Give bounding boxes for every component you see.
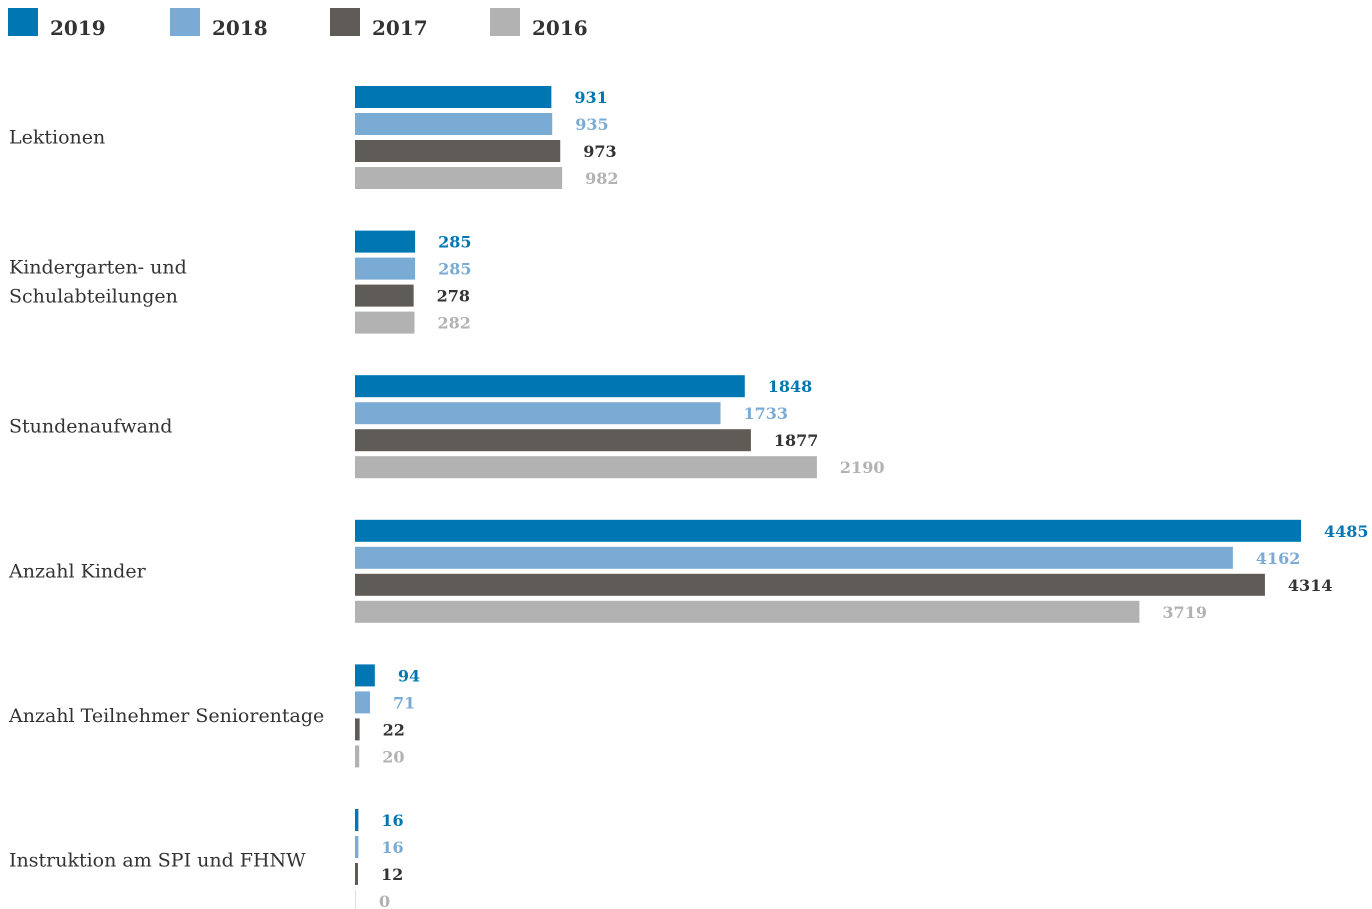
bar-2019 xyxy=(355,809,359,831)
legend-item-2019: 2019 xyxy=(8,8,106,40)
bar-2018 xyxy=(355,402,721,425)
value-label: 1877 xyxy=(774,431,819,450)
legend-label: 2019 xyxy=(50,16,106,40)
bar-2016 xyxy=(355,890,356,909)
value-label: 285 xyxy=(438,260,471,279)
bar-2018 xyxy=(355,836,359,858)
value-label: 4485 xyxy=(1324,522,1369,541)
bar-2018 xyxy=(355,113,553,135)
value-label: 282 xyxy=(437,314,470,333)
value-label: 71 xyxy=(393,693,415,712)
category-label: Anzahl Kinder xyxy=(8,560,147,582)
legend-swatch xyxy=(330,8,360,36)
bar-2016 xyxy=(355,311,415,334)
bar-2018 xyxy=(355,257,416,280)
category-label: Anzahl Teilnehmer Seniorentage xyxy=(8,705,324,727)
bar-2018 xyxy=(355,546,1233,569)
category-label: Lektionen xyxy=(9,127,105,149)
bar-2016 xyxy=(355,456,817,479)
bar-2019 xyxy=(355,519,1301,542)
value-label: 94 xyxy=(398,666,420,685)
value-label: 1848 xyxy=(768,377,813,396)
legend-swatch xyxy=(490,8,520,36)
value-label: 22 xyxy=(383,720,405,739)
value-label: 2190 xyxy=(840,458,885,477)
legend-item-2016: 2016 xyxy=(490,8,588,40)
bar-2016 xyxy=(355,745,360,768)
bar-2017 xyxy=(355,140,561,162)
category-label: Instruktion am SPI und FHNW xyxy=(9,850,306,872)
value-label: 20 xyxy=(382,747,404,766)
legend-label: 2017 xyxy=(372,16,428,40)
value-label: 278 xyxy=(437,287,470,306)
bar-2019 xyxy=(355,86,552,108)
value-label: 16 xyxy=(381,838,403,857)
value-label: 16 xyxy=(381,811,403,830)
bar-2018 xyxy=(355,691,370,714)
bar-2017 xyxy=(355,429,751,452)
bar-2017 xyxy=(355,863,358,885)
value-label: 0 xyxy=(379,892,390,909)
bar-2017 xyxy=(355,718,360,741)
legend-swatch xyxy=(8,8,38,36)
legend-label: 2016 xyxy=(532,16,588,40)
value-label: 4162 xyxy=(1256,549,1301,568)
bar-2019 xyxy=(355,664,375,687)
value-label: 931 xyxy=(574,88,607,107)
chart-legend: 2019 2018 2017 2016 xyxy=(0,0,1372,60)
value-label: 1733 xyxy=(744,404,789,423)
value-label: 982 xyxy=(585,169,618,188)
value-label: 12 xyxy=(381,865,403,884)
legend-item-2017: 2017 xyxy=(330,8,428,40)
bar-2019 xyxy=(355,375,745,398)
bar-2016 xyxy=(355,167,563,189)
bar-2016 xyxy=(355,600,1140,623)
category-label: Stundenaufwand xyxy=(9,416,172,438)
value-label: 973 xyxy=(583,142,616,161)
value-label: 935 xyxy=(575,115,608,134)
value-label: 285 xyxy=(438,233,471,252)
value-label: 4314 xyxy=(1288,576,1333,595)
value-label: 3719 xyxy=(1162,603,1207,622)
bar-2017 xyxy=(355,284,414,307)
bar-2017 xyxy=(355,573,1265,596)
legend-swatch xyxy=(170,8,200,36)
category-label: Kindergarten- und Schulabteilungen xyxy=(9,257,187,308)
legend-item-2018: 2018 xyxy=(170,8,268,40)
bar-2019 xyxy=(355,230,416,253)
legend-label: 2018 xyxy=(212,16,268,40)
